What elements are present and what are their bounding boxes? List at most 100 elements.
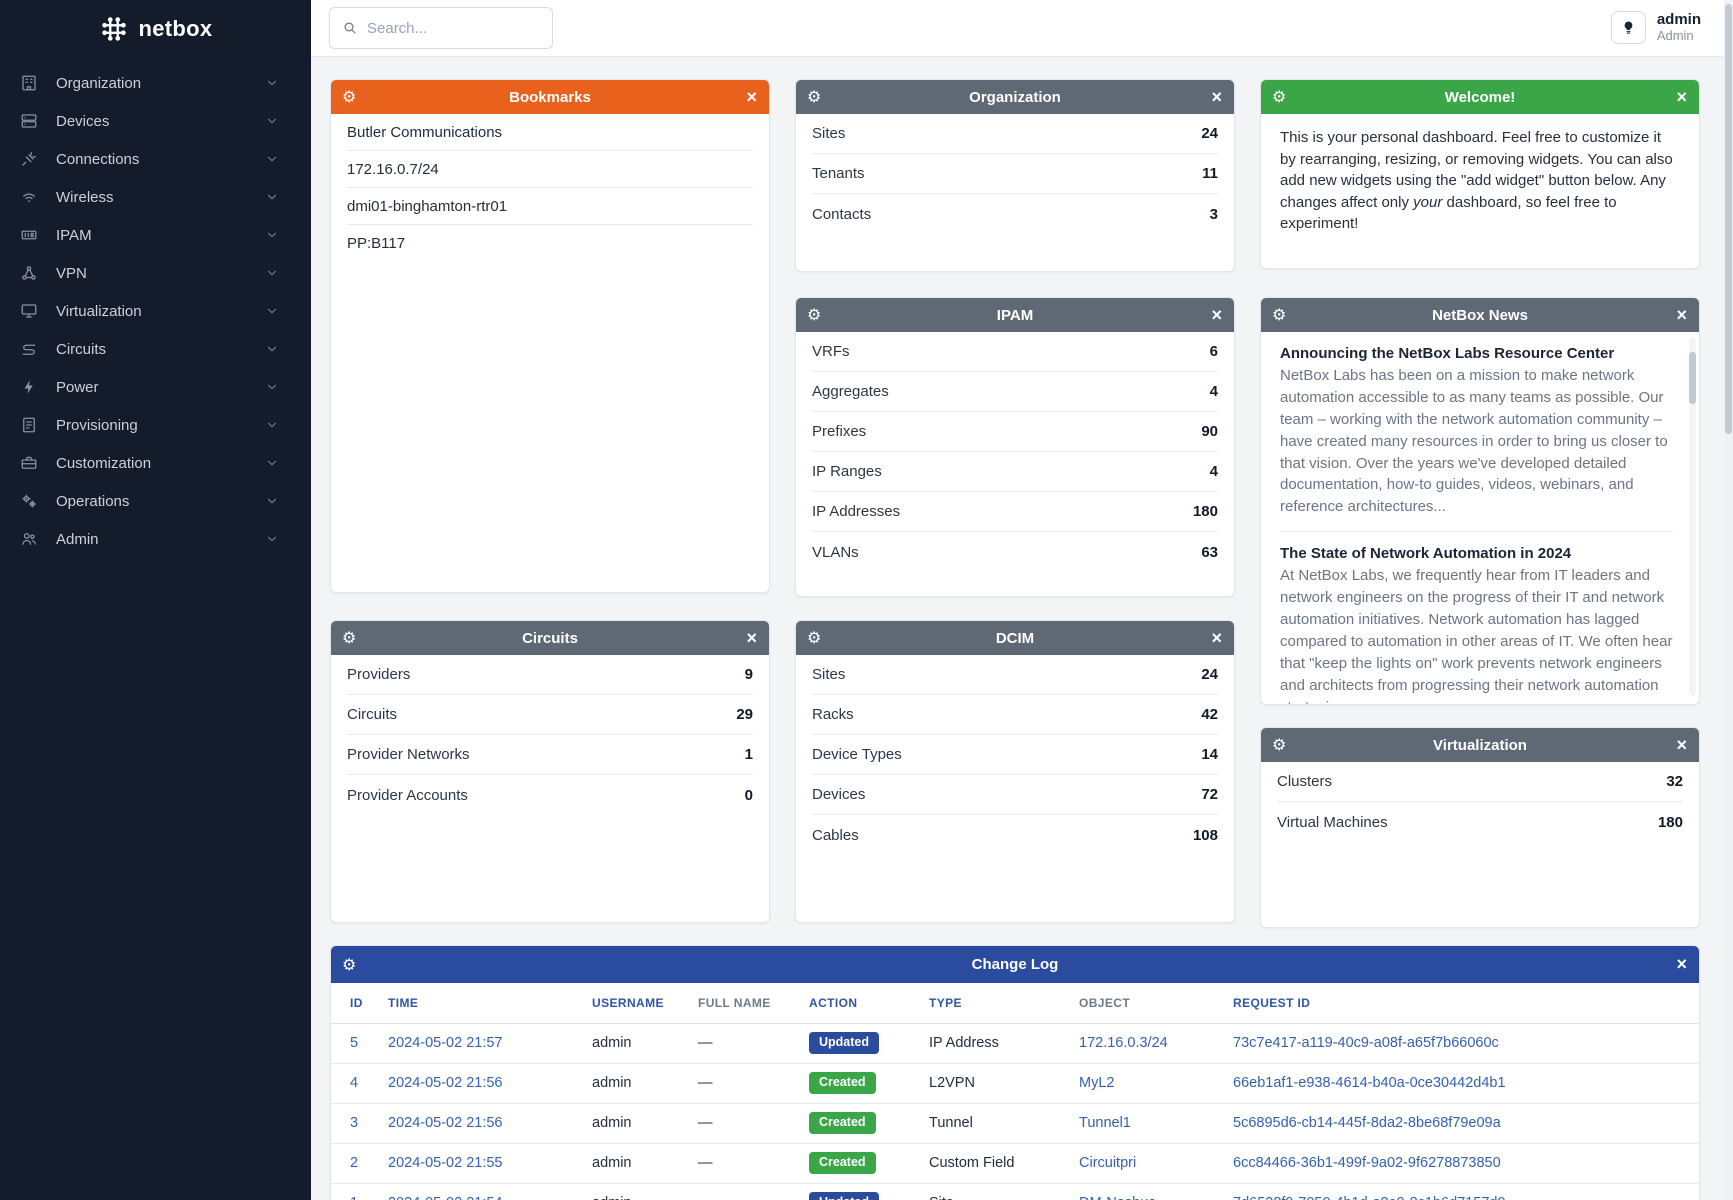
sidebar-item-connections[interactable]: Connections <box>0 140 311 178</box>
user-info[interactable]: admin Admin <box>1657 11 1701 43</box>
changelog-row: 1 2024-05-02 21:54 admin — Updated Site … <box>331 1183 1699 1200</box>
page-scrollbar-thumb[interactable] <box>1725 4 1732 434</box>
widget-close-icon[interactable]: × <box>1211 304 1222 325</box>
action-badge: Created <box>809 1112 876 1134</box>
news-article-title[interactable]: Announcing the NetBox Labs Resource Cent… <box>1280 345 1615 362</box>
widget-config-icon[interactable]: ⚙ <box>807 307 822 324</box>
page-scrollbar-track[interactable] <box>1724 0 1733 1200</box>
netbox-logo[interactable]: netbox <box>0 0 311 64</box>
column-header-username[interactable]: USERNAME <box>592 983 698 1024</box>
bookmark-item[interactable]: Butler Communications <box>347 114 753 151</box>
column-header-action[interactable]: ACTION <box>809 983 929 1024</box>
change-id-link[interactable]: 4 <box>350 1075 359 1091</box>
change-object-link[interactable]: Tunnel1 <box>1079 1115 1131 1131</box>
changelog-row: 2 2024-05-02 21:55 admin — Created Custo… <box>331 1143 1699 1184</box>
sidebar-item-ipam[interactable]: IPAM <box>0 216 311 254</box>
sidebar-item-provisioning[interactable]: Provisioning <box>0 406 311 444</box>
news-scrollbar-thumb[interactable] <box>1689 352 1696 404</box>
change-type: L2VPN <box>929 1063 1079 1104</box>
change-id-link[interactable]: 3 <box>350 1115 359 1131</box>
change-time-link[interactable]: 2024-05-02 21:55 <box>388 1155 503 1171</box>
change-request-id-link[interactable]: 73c7e417-a119-40c9-a08f-a65f7b66060c <box>1233 1035 1499 1051</box>
news-article: The State of Network Automation in 2024 … <box>1280 545 1673 704</box>
action-badge: Updated <box>809 1192 879 1200</box>
topbar: admin Admin <box>311 0 1733 57</box>
bookmarks-widget-header: ⚙ Bookmarks × <box>331 80 769 114</box>
widget-close-icon[interactable]: × <box>746 86 757 107</box>
change-time-link[interactable]: 2024-05-02 21:56 <box>388 1075 503 1091</box>
widget-config-icon[interactable]: ⚙ <box>342 630 357 647</box>
sidebar-item-virtualization[interactable]: Virtualization <box>0 292 311 330</box>
widget-close-icon[interactable]: × <box>1676 954 1687 974</box>
ipam-stats: VRFs 6 Aggregates 4 Prefixes 90 IP Ranges 4 … <box>796 332 1234 572</box>
stat-value: 1 <box>744 746 753 763</box>
widget-config-icon[interactable]: ⚙ <box>1272 307 1287 324</box>
widget-config-icon[interactable]: ⚙ <box>1272 89 1287 106</box>
sidebar-item-wireless[interactable]: Wireless <box>0 178 311 216</box>
widget-close-icon[interactable]: × <box>1211 86 1222 107</box>
column-header-id[interactable]: ID <box>331 983 388 1024</box>
bookmark-item[interactable]: PP:B117 <box>347 235 406 252</box>
bookmark-item[interactable]: 172.16.0.7/24 <box>347 151 753 188</box>
changelog-header-row: ID TIME USERNAME FULL NAME ACTION TYPE O… <box>331 983 1699 1024</box>
stat-row: Racks 42 <box>812 695 1218 735</box>
change-object-link[interactable]: 172.16.0.3/24 <box>1079 1035 1168 1051</box>
widget-close-icon[interactable]: × <box>1211 627 1222 648</box>
change-request-id-link[interactable]: 66eb1af1-e938-4614-b40a-0ce30442d4b1 <box>1233 1075 1506 1091</box>
sidebar-item-admin[interactable]: Admin <box>0 520 311 558</box>
change-time-link[interactable]: 2024-05-02 21:56 <box>388 1115 503 1131</box>
sidebar-item-power[interactable]: Power <box>0 368 311 406</box>
change-request-id-link[interactable]: 5c6895d6-cb14-445f-8da2-8be68f79e09a <box>1233 1115 1501 1131</box>
change-time-link[interactable]: 2024-05-02 21:57 <box>388 1035 503 1051</box>
sidebar-item-vpn[interactable]: VPN <box>0 254 311 292</box>
change-id-link[interactable]: 2 <box>350 1155 359 1171</box>
stat-label: IP Ranges <box>812 463 882 480</box>
bookmark-item[interactable]: dmi01-binghamton-rtr01 <box>347 188 753 225</box>
change-username: admin <box>592 1183 698 1200</box>
widget-config-icon[interactable]: ⚙ <box>1272 737 1287 754</box>
widget-close-icon[interactable]: × <box>1676 734 1687 755</box>
change-request-id-link[interactable]: 7d6528f9-7050-4b1d-a8e9-8c1b6d7157d9 <box>1233 1195 1506 1200</box>
stat-value: 0 <box>744 786 753 804</box>
stat-row: VRFs 6 <box>812 332 1218 372</box>
stat-label: Circuits <box>347 706 398 723</box>
change-object-link[interactable]: MyL2 <box>1079 1075 1115 1091</box>
widget-config-icon[interactable]: ⚙ <box>807 630 822 647</box>
column-header-time[interactable]: TIME <box>388 983 592 1024</box>
action-badge: Created <box>809 1072 876 1094</box>
sidebar-item-organization[interactable]: Organization <box>0 64 311 102</box>
stat-row: IP Addresses 180 <box>812 492 1218 532</box>
change-object-link[interactable]: Circuitpri <box>1079 1155 1137 1171</box>
widget-close-icon[interactable]: × <box>1676 304 1687 325</box>
sidebar-item-operations[interactable]: Operations <box>0 482 311 520</box>
changelog-widget: ⚙ Change Log × ID TIME USERNAME FULL NAM… <box>330 945 1700 1200</box>
news-widget-header: ⚙ NetBox News × <box>1261 298 1699 332</box>
widget-close-icon[interactable]: × <box>746 627 757 648</box>
sidebar-item-devices[interactable]: Devices <box>0 102 311 140</box>
stat-value: 24 <box>1201 666 1218 683</box>
search-input[interactable] <box>367 19 527 37</box>
lightbulb-icon <box>1621 19 1636 36</box>
sidebar-item-label: Provisioning <box>56 416 138 434</box>
widget-config-icon[interactable]: ⚙ <box>342 89 357 106</box>
widget-config-icon[interactable]: ⚙ <box>807 89 822 106</box>
news-scrollbar-track[interactable] <box>1689 338 1696 696</box>
column-header-request-id[interactable]: REQUEST ID <box>1233 983 1699 1024</box>
change-id-link[interactable]: 1 <box>350 1195 358 1200</box>
news-article-title[interactable]: The State of Network Automation in 2024 <box>1280 545 1572 563</box>
dcim-widget: ⚙ DCIM × Sites 24 Racks 42 Device Types 14 … <box>795 620 1235 923</box>
widget-close-icon[interactable]: × <box>1676 86 1687 107</box>
sidebar-item-customization[interactable]: Customization <box>0 444 311 482</box>
change-request-id-link[interactable]: 6cc84466-36b1-499f-9a02-9f6278873850 <box>1233 1155 1501 1171</box>
stat-row: Sites 24 <box>812 114 1218 154</box>
sidebar-item-label: Operations <box>56 492 130 510</box>
widget-config-icon[interactable]: ⚙ <box>342 956 357 974</box>
theme-toggle-button[interactable] <box>1610 11 1646 44</box>
search-box[interactable] <box>329 7 553 49</box>
change-time-link[interactable]: 2024-05-02 21:54 <box>388 1195 503 1200</box>
column-header-type[interactable]: TYPE <box>929 983 1079 1024</box>
change-object-link[interactable]: DM-Nashua <box>1079 1195 1156 1200</box>
sidebar-item-label: Connections <box>56 150 140 168</box>
change-id-link[interactable]: 5 <box>350 1035 359 1051</box>
sidebar-item-circuits[interactable]: Circuits <box>0 330 311 368</box>
